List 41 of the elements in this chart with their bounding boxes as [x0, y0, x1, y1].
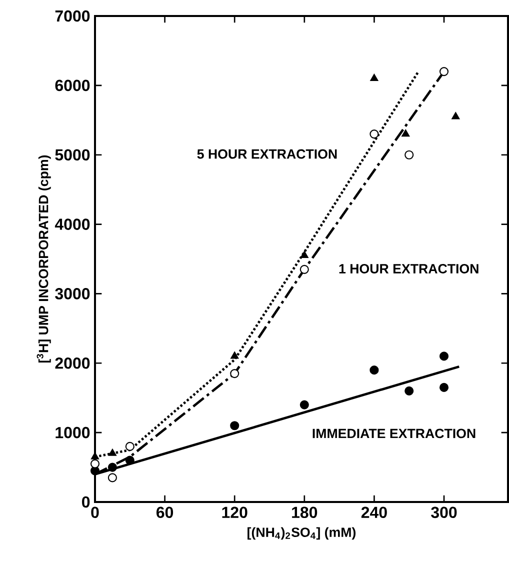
point	[125, 442, 134, 451]
point	[108, 473, 117, 482]
point	[439, 67, 449, 76]
point	[230, 421, 240, 430]
point	[439, 352, 449, 361]
point	[300, 264, 309, 274]
y-tick-label: 7000	[55, 10, 90, 22]
x-tick-label: 180	[292, 506, 318, 518]
point	[90, 459, 100, 468]
y-tick-label: 6000	[55, 80, 90, 92]
annotation: IMMEDIATE EXTRACTION	[312, 428, 476, 438]
y-tick-label: 5000	[55, 149, 90, 161]
point	[404, 386, 414, 396]
point	[125, 456, 134, 465]
x-tick-label: 120	[222, 506, 248, 518]
point	[404, 150, 414, 160]
x-tick-label: 60	[156, 506, 174, 518]
point	[439, 382, 449, 392]
point	[370, 74, 378, 82]
x-tick-label: 240	[361, 506, 387, 518]
y-tick-label: 2000	[55, 357, 90, 369]
y-axis-title: [$^{3}$H] UMP INCORPORATED (cpm)	[36, 155, 51, 363]
point	[300, 251, 308, 258]
point	[230, 369, 240, 378]
y-tick-label: 1000	[56, 426, 90, 438]
y-tick-label: 4000	[54, 218, 90, 230]
point	[108, 462, 117, 472]
annotation: 5 HOUR EXTRACTION	[197, 149, 337, 159]
point	[108, 448, 116, 456]
x-tick-label: 300	[431, 506, 457, 518]
point	[300, 400, 309, 410]
y-tick-label: 0	[82, 496, 90, 508]
point	[230, 352, 239, 359]
y-tick-label: 3000	[55, 288, 90, 300]
point	[402, 130, 410, 137]
point	[452, 112, 460, 120]
annotation: 1 HOUR EXTRACTION	[339, 264, 478, 274]
point	[370, 130, 379, 139]
point	[370, 366, 379, 375]
x-tick-label: 0	[91, 506, 99, 518]
x-axis-title: [(NH$_{4}$)$_{2}$SO$_{4}$] (mM)	[248, 527, 356, 540]
